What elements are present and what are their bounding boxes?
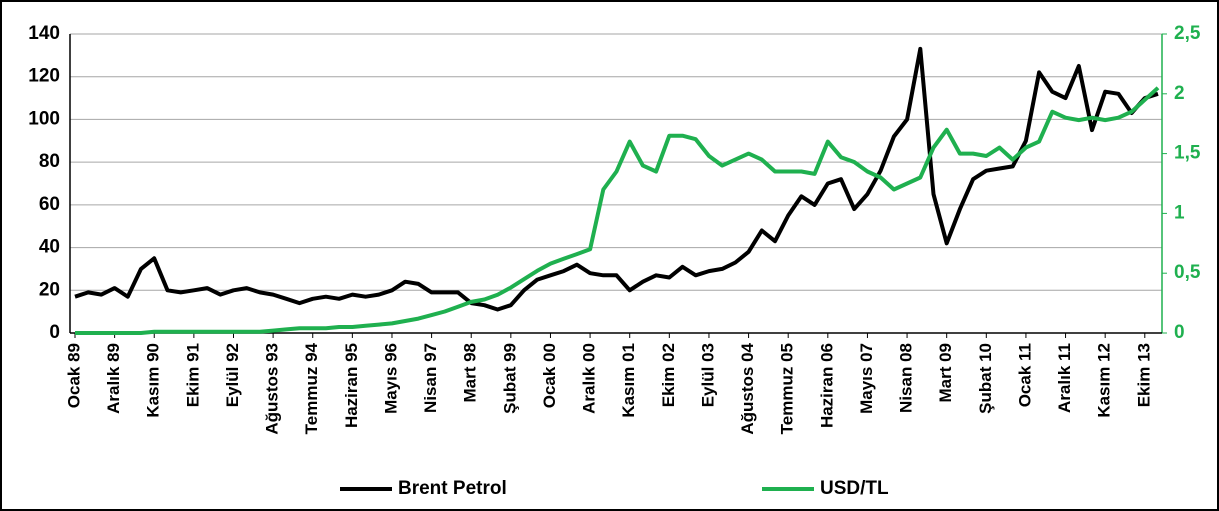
x-tick-label: Ağustos 04	[738, 342, 757, 434]
y-tick-label: 40	[39, 237, 60, 258]
x-tick-label: Nisan 08	[897, 343, 916, 413]
x-tick-label: Mayıs 96	[381, 343, 400, 414]
line-series	[75, 86, 1160, 335]
x-tick-label: Ekim 91	[183, 343, 202, 407]
x-tick-label: Haziran 95	[342, 343, 361, 428]
x-tick-label: Kasım 90	[144, 343, 163, 418]
x-tick-label: Temmuz 05	[778, 343, 797, 434]
y-tick-label: 100	[28, 108, 60, 129]
legend-label: USD/TL	[820, 478, 889, 499]
y-tick-label: 80	[39, 151, 60, 172]
x-tick-label: Aralık 00	[580, 343, 599, 414]
x-tick-label: Şubat 10	[976, 343, 995, 414]
x-tick-label: Ekim 13	[1134, 343, 1153, 407]
x-tick-label: Ocak 11	[1015, 343, 1034, 407]
x-tick-label: Ocak 00	[540, 343, 559, 408]
x-tick-label: Kasım 12	[1095, 343, 1114, 418]
x-tick-label: Eylül 03	[698, 343, 717, 407]
x-tick-label: Ekim 02	[659, 343, 678, 407]
x-tick-label: Temmuz 94	[302, 342, 321, 434]
y2-tick-label: 2	[1174, 83, 1185, 104]
y-tick-label: 0	[49, 322, 60, 343]
y2-tick-label: 1,5	[1174, 143, 1201, 164]
y2-tick-label: 0	[1174, 322, 1185, 343]
x-tick-label: Mart 09	[936, 343, 955, 403]
x-tick-label: Nisan 97	[421, 343, 440, 413]
y2-tick-label: 1	[1174, 202, 1185, 223]
y-tick-label: 20	[39, 279, 60, 300]
y-tick-label: 140	[28, 23, 60, 44]
x-tick-label: Aralık 89	[104, 343, 123, 414]
y-tick-label: 60	[39, 194, 60, 215]
x-tick-label: Şubat 99	[500, 343, 519, 414]
x-tick-label: Haziran 06	[817, 343, 836, 428]
y2-tick-label: 0,5	[1174, 262, 1201, 283]
x-tick-label: Ocak 89	[64, 343, 83, 408]
y-tick-label: 120	[28, 66, 60, 87]
x-tick-label: Ağustos 93	[263, 343, 282, 435]
x-tick-label: Mayıs 07	[857, 343, 876, 414]
legend-label: Brent Petrol	[398, 478, 507, 499]
x-tick-label: Aralık 11	[1055, 343, 1074, 413]
x-tick-label: Mart 98	[461, 343, 480, 403]
x-tick-label: Eylül 92	[223, 343, 242, 407]
line-series	[74, 46, 1159, 312]
y2-tick-label: 2,5	[1174, 23, 1201, 44]
x-tick-label: Kasım 01	[619, 343, 638, 418]
